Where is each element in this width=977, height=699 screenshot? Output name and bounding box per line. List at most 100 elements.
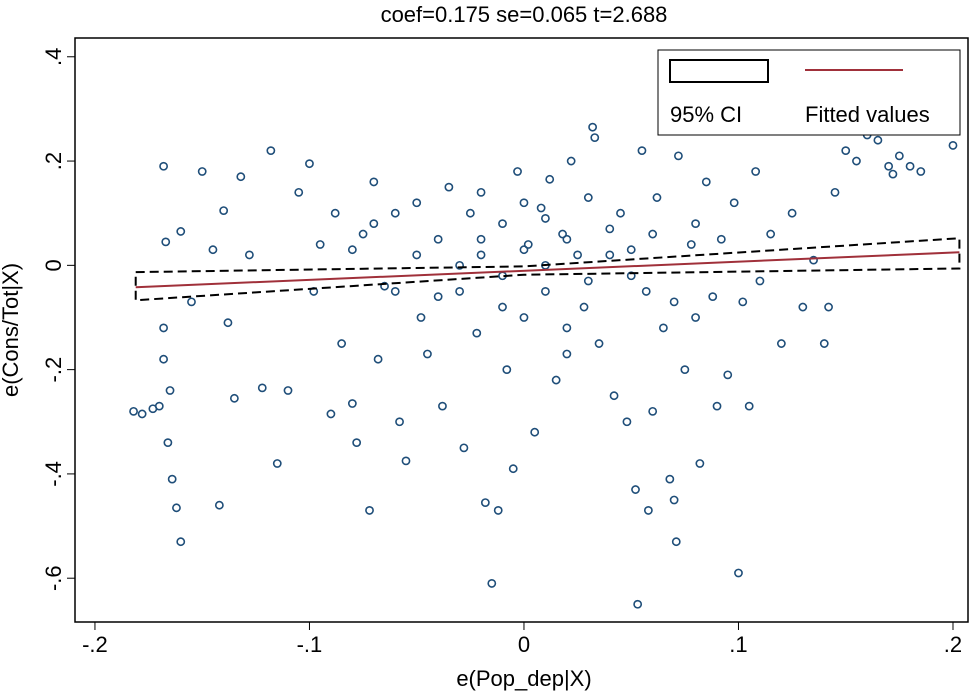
point	[197, 167, 207, 176]
point	[223, 318, 233, 328]
point	[916, 167, 926, 176]
point	[187, 297, 196, 307]
point	[172, 503, 181, 513]
point	[219, 206, 229, 215]
point	[476, 250, 486, 260]
point	[167, 474, 177, 484]
point	[588, 122, 598, 132]
point	[412, 250, 422, 260]
legend-box	[657, 49, 961, 136]
point	[674, 151, 683, 161]
point	[229, 393, 239, 403]
point	[680, 365, 690, 375]
point	[809, 255, 818, 265]
y-tick-label: -.6	[41, 565, 66, 591]
y-tick-label: .2	[41, 152, 66, 170]
point	[480, 498, 490, 507]
point	[686, 240, 696, 249]
point	[438, 401, 447, 411]
point	[894, 151, 904, 161]
ci-band	[134, 237, 961, 302]
point	[631, 485, 640, 494]
point	[551, 375, 561, 385]
point	[163, 438, 173, 448]
point	[648, 406, 658, 416]
point	[487, 579, 497, 588]
point	[798, 302, 808, 312]
point	[523, 240, 533, 249]
point	[884, 161, 894, 171]
point	[129, 406, 138, 416]
point	[671, 537, 681, 547]
y-tick-label: 0	[41, 259, 66, 271]
point	[498, 302, 507, 312]
point	[583, 193, 593, 202]
point	[519, 198, 529, 208]
x-tick-label: .2	[944, 632, 962, 657]
point	[373, 354, 383, 364]
point	[541, 287, 550, 296]
point	[358, 229, 368, 239]
point	[455, 287, 465, 296]
point	[176, 537, 186, 547]
point	[873, 135, 883, 145]
point	[755, 276, 765, 286]
point	[369, 177, 379, 187]
point	[616, 208, 625, 218]
point	[390, 287, 400, 296]
point	[669, 297, 679, 307]
point	[723, 370, 733, 380]
point	[573, 250, 582, 260]
point	[562, 234, 572, 244]
point	[751, 167, 761, 176]
point	[633, 599, 643, 609]
point	[605, 224, 615, 234]
point	[159, 161, 168, 171]
point	[658, 323, 668, 333]
y-tick-label: -.4	[41, 461, 66, 487]
point	[605, 250, 615, 260]
point	[395, 417, 404, 427]
point	[465, 208, 475, 218]
point	[691, 313, 700, 322]
point	[236, 172, 246, 182]
plot-frame	[74, 37, 969, 623]
point	[244, 250, 254, 260]
legend: 95% CI Fitted values	[657, 49, 961, 136]
x-tick-label: .1	[729, 632, 747, 657]
point	[852, 156, 861, 166]
point	[365, 506, 374, 515]
point	[787, 208, 797, 218]
point	[905, 161, 915, 171]
point	[161, 237, 171, 247]
point	[766, 229, 776, 239]
point	[734, 568, 743, 578]
point	[137, 409, 147, 419]
point	[566, 156, 576, 166]
point	[824, 302, 833, 312]
point	[154, 401, 164, 411]
point	[369, 219, 379, 229]
point	[583, 276, 593, 286]
point	[412, 198, 422, 208]
point	[558, 229, 567, 239]
point	[695, 459, 705, 468]
point	[513, 167, 522, 176]
point	[208, 245, 218, 255]
point	[502, 365, 512, 375]
point	[622, 417, 632, 427]
point	[830, 187, 840, 197]
point	[455, 260, 465, 270]
point	[337, 339, 347, 348]
chart-title: coef=0.175 se=0.065 t=2.688	[381, 2, 668, 27]
point	[626, 245, 636, 255]
point	[433, 234, 443, 244]
point	[476, 234, 486, 244]
point	[609, 391, 619, 401]
point	[948, 141, 958, 150]
x-axis-label: e(Pop_dep|X)	[456, 666, 591, 691]
point	[648, 229, 658, 239]
point	[257, 383, 267, 393]
point	[508, 464, 518, 474]
legend-swatch-ci	[669, 59, 769, 83]
